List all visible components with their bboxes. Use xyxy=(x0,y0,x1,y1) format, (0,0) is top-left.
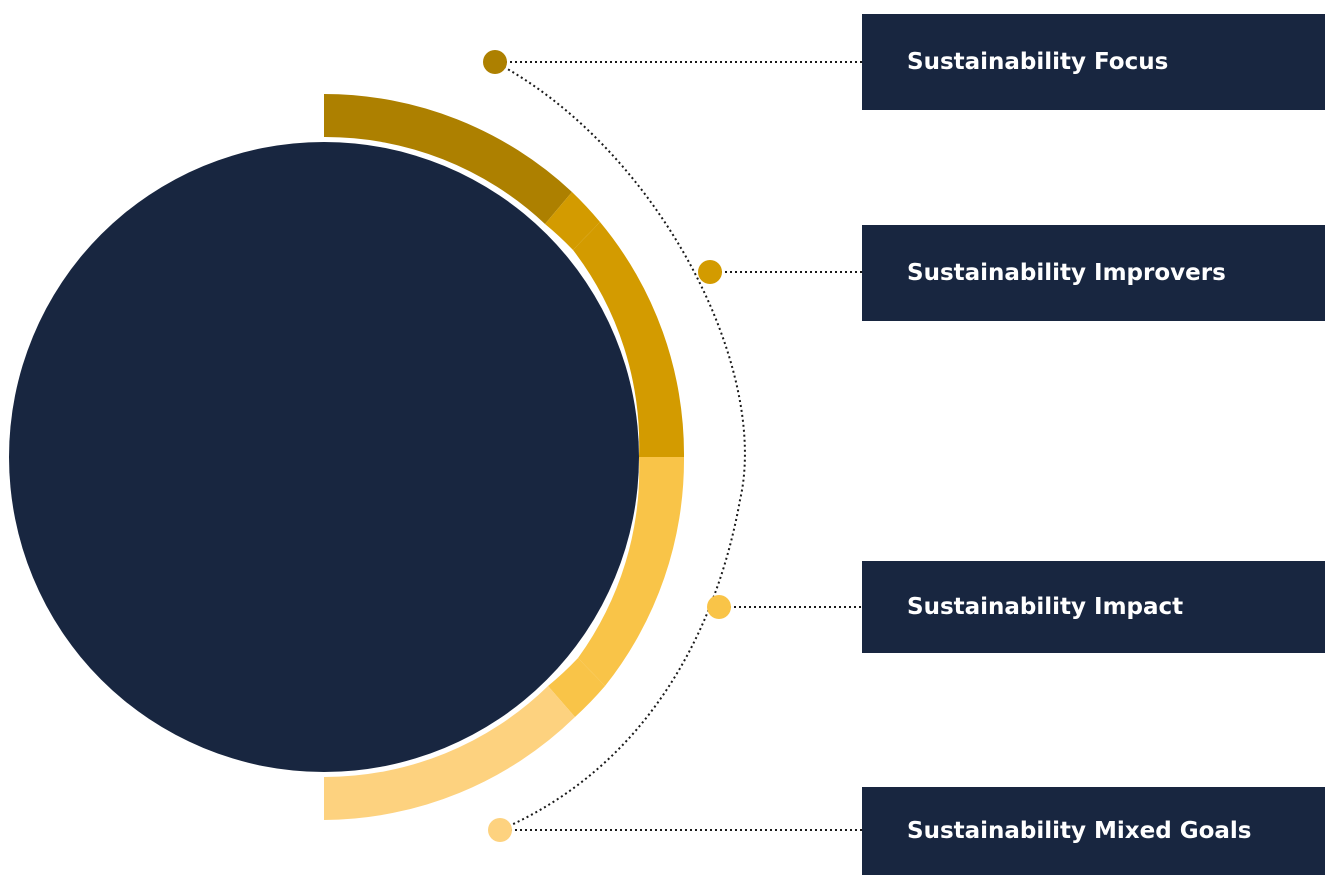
connector-arc xyxy=(494,61,746,831)
ring-segment-focus xyxy=(324,94,572,224)
ring-segment-mixed-goals xyxy=(324,686,575,820)
label-box-focus: Sustainability Focus xyxy=(862,14,1325,110)
label-text-impact: Sustainability Impact xyxy=(907,594,1184,620)
ring-notch-impact xyxy=(548,658,605,717)
ring-segment-improvers xyxy=(573,222,685,457)
marker-dot-mixed-goals xyxy=(488,818,512,842)
ring-segment-impact xyxy=(578,457,685,686)
marker-dot-improvers xyxy=(698,260,722,284)
ring-notch-focus xyxy=(545,192,600,250)
label-box-improvers: Sustainability Improvers xyxy=(862,225,1325,321)
central-circle xyxy=(9,142,639,772)
label-text-mixed-goals: Sustainability Mixed Goals xyxy=(907,818,1252,844)
label-text-improvers: Sustainability Improvers xyxy=(907,260,1226,286)
marker-dot-impact xyxy=(707,595,731,619)
label-box-mixed-goals: Sustainability Mixed Goals xyxy=(862,787,1325,875)
marker-dot-focus xyxy=(483,50,507,74)
label-box-impact: Sustainability Impact xyxy=(862,561,1325,653)
label-text-focus: Sustainability Focus xyxy=(907,49,1169,75)
